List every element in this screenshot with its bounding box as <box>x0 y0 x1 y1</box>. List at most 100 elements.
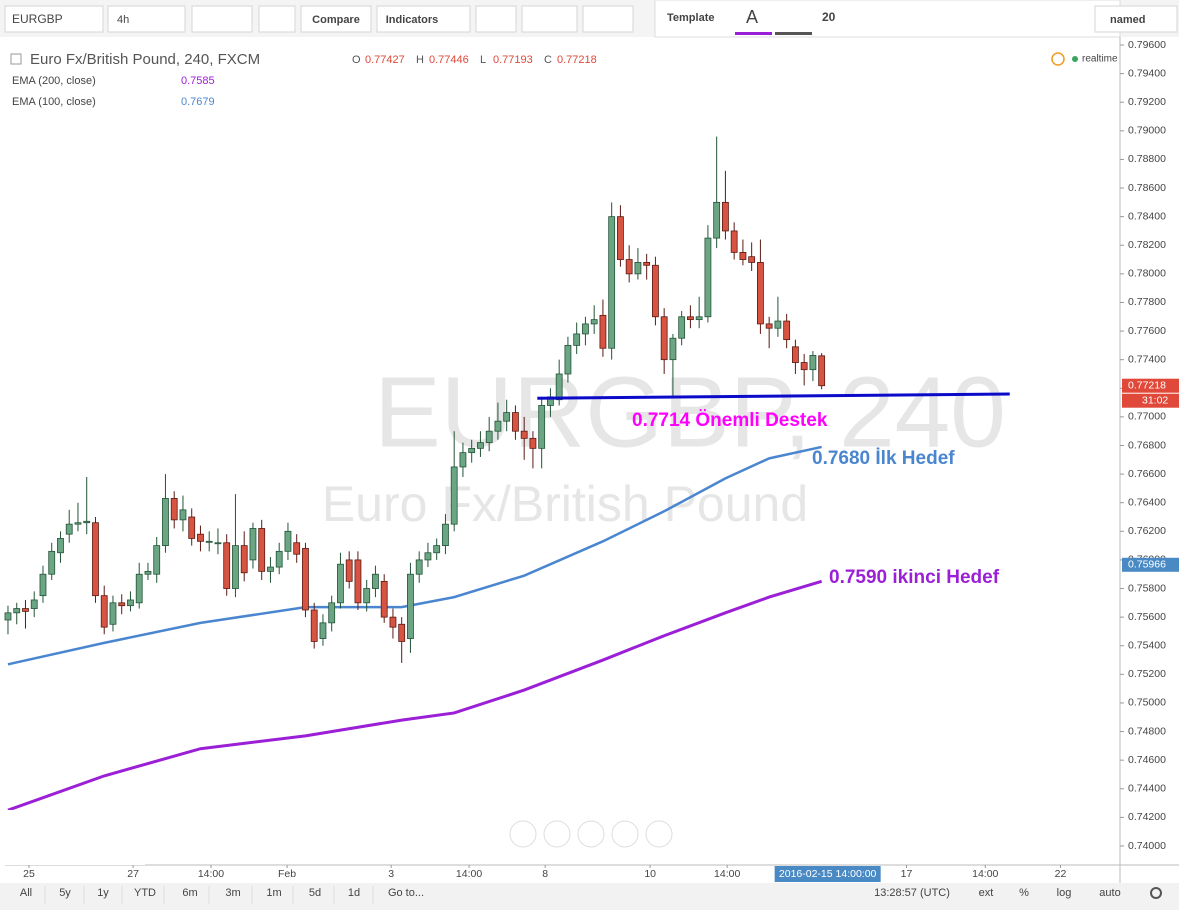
option-btn[interactable]: % <box>1019 887 1029 899</box>
watermark-symbol: EURGBP, 240 <box>374 356 1006 468</box>
candle-body <box>634 262 642 275</box>
range-btn[interactable]: All <box>20 887 32 899</box>
nav-left[interactable] <box>509 820 537 848</box>
nav-zoom-in[interactable] <box>611 820 639 848</box>
candle-body <box>722 201 729 232</box>
text-tool[interactable]: A <box>746 7 758 27</box>
annotation: 0.7680 İlk Hedef <box>812 448 955 469</box>
candle-body <box>372 573 379 589</box>
chart-style[interactable] <box>191 5 253 33</box>
candle-body <box>258 528 266 572</box>
x-tick-label: 17 <box>901 868 913 880</box>
option-btn[interactable]: log <box>1057 887 1072 899</box>
y-tick-label: 0.75000 <box>1128 697 1166 709</box>
candle-body <box>608 216 616 349</box>
indicators-btn[interactable] <box>376 5 471 33</box>
candle-body <box>564 344 572 375</box>
y-tick-label: 0.78800 <box>1128 153 1166 165</box>
ema-line <box>7 579 823 812</box>
candle-body <box>22 608 29 612</box>
symbol: EURGBP <box>12 12 63 26</box>
range-btn[interactable]: 5d <box>309 887 321 899</box>
candle-body <box>442 523 449 547</box>
font-size[interactable]: 20 <box>822 10 836 24</box>
y-tick-label: 0.74200 <box>1128 811 1166 823</box>
bottom-controls: All 5y 1y YTD 6m 3m 1m 5d 1d Go to... 13:28:57 (UT… <box>20 886 1162 904</box>
candle-body <box>48 550 56 575</box>
candle-body <box>363 588 371 604</box>
nav-right[interactable] <box>645 820 673 848</box>
x-tick-label: 14:00 <box>714 868 740 880</box>
indicators: Indicators <box>386 14 439 26</box>
toolbar: EURGBP 4h Compare Indicators Template A … <box>0 0 1179 38</box>
annotation: 0.7714 Önemli Destek <box>632 410 828 431</box>
range-btn[interactable]: 1d <box>348 887 360 899</box>
candle-body <box>555 373 563 401</box>
candle-body <box>118 602 126 607</box>
collapse-btn[interactable] <box>10 53 22 65</box>
legend-ema100-value: 0.7679 <box>181 96 215 108</box>
settings-btn[interactable] <box>258 5 296 33</box>
drawing-toolbar <box>654 0 1121 38</box>
range-btn[interactable]: 6m <box>182 887 197 899</box>
legend-ema200-value: 0.7585 <box>181 75 215 87</box>
warning-icon <box>1051 52 1065 66</box>
candle-body <box>293 542 301 555</box>
ohlc-key: C <box>544 54 552 66</box>
candle-body <box>582 323 589 335</box>
candle-body <box>485 430 493 444</box>
option-btn[interactable]: ext <box>979 887 994 899</box>
plot: 0.79600 0.79400 0.79200 0.79000 0.78800 0.786… <box>4 39 1179 882</box>
range-btn[interactable]: 1y <box>97 887 109 899</box>
candle-body <box>398 623 406 642</box>
candle-body <box>748 256 756 263</box>
ohlc-value: 0.77218 <box>557 54 597 66</box>
range-btn[interactable]: 1m <box>266 887 281 899</box>
option-btn[interactable]: auto <box>1099 887 1120 899</box>
range-btn[interactable]: 3m <box>225 887 240 899</box>
y-tick-label: 0.76600 <box>1128 468 1166 480</box>
interval-box[interactable] <box>107 5 186 33</box>
y-tick-label: 0.79000 <box>1128 125 1166 137</box>
ohlc-key: L <box>480 54 486 66</box>
candle-body <box>310 609 318 642</box>
candle-body <box>170 498 178 521</box>
x-tick-label: 14:00 <box>972 868 998 880</box>
settings-gear[interactable] <box>1150 887 1162 899</box>
candle-body <box>512 412 519 432</box>
y-tick-label: 0.74600 <box>1128 754 1166 766</box>
compare-btn[interactable] <box>300 5 372 33</box>
candle-body <box>625 259 633 275</box>
range-btn[interactable]: YTD <box>134 887 156 899</box>
undo-redo[interactable] <box>582 5 634 33</box>
candle-body <box>407 573 414 639</box>
candle-body <box>529 437 537 449</box>
ohlc-key: O <box>352 54 361 66</box>
candle-body <box>818 355 826 387</box>
ideas-btn[interactable] <box>521 5 578 33</box>
watermark-description: Euro Fx/British Pound <box>322 476 808 532</box>
status-dot <box>1072 56 1078 62</box>
candle-body <box>249 528 257 561</box>
candle-body <box>678 316 686 339</box>
goto-btn[interactable]: Go to... <box>388 887 424 899</box>
layout-box[interactable] <box>1094 5 1178 33</box>
template[interactable]: Template <box>667 12 714 24</box>
candle-body <box>284 530 292 552</box>
alert-btn[interactable] <box>475 5 517 33</box>
symbol-box[interactable] <box>4 5 104 33</box>
bottom-bar <box>0 883 1179 910</box>
candle-body <box>328 602 336 624</box>
candle-body <box>214 542 222 545</box>
candle-body <box>153 545 161 575</box>
candle-body <box>109 602 117 625</box>
candle-body <box>205 540 213 543</box>
y-tick-label: 0.78000 <box>1128 268 1166 280</box>
candle-body <box>302 548 309 611</box>
range-btn[interactable]: 5y <box>59 887 71 899</box>
y-tick-label: 0.77600 <box>1128 325 1166 337</box>
nav-zoom-out[interactable] <box>543 820 571 848</box>
nav-reset[interactable] <box>577 820 605 848</box>
candle-body <box>354 559 362 604</box>
